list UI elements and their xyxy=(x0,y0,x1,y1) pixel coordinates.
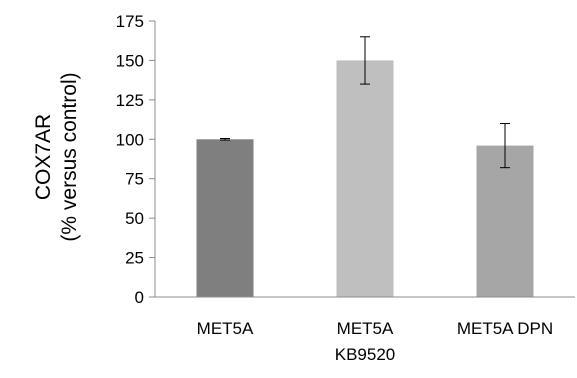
bar xyxy=(196,139,254,297)
x-axis-tick-labels: MET5A MET5A KB9520 MET5A DPN xyxy=(197,319,554,364)
y-axis-ticks: 0 25 50 75 100 125 150 175 xyxy=(116,12,155,307)
x-tick-label: MET5A xyxy=(197,319,254,338)
error-bars xyxy=(220,36,510,169)
y-tick-label: 125 xyxy=(116,91,144,110)
y-tick-label: 25 xyxy=(125,249,144,268)
bar xyxy=(336,60,394,297)
x-tick-label: KB9520 xyxy=(335,345,396,364)
y-tick-label: 100 xyxy=(116,130,144,149)
bars xyxy=(196,60,534,297)
bar xyxy=(476,145,534,297)
y-tick-label: 175 xyxy=(116,12,144,31)
y-tick-label: 0 xyxy=(135,288,144,307)
x-tick-label: MET5A xyxy=(337,319,394,338)
y-tick-label: 75 xyxy=(125,170,144,189)
y-tick-label: 50 xyxy=(125,209,144,228)
y-axis-label-line-2: (% versus control) xyxy=(58,72,81,241)
y-axis-label: COX7AR (% versus control) xyxy=(32,72,81,241)
x-tick-label: MET5A DPN xyxy=(457,319,553,338)
y-tick-label: 150 xyxy=(116,51,144,70)
y-axis-label-line-1: COX7AR xyxy=(32,114,55,200)
